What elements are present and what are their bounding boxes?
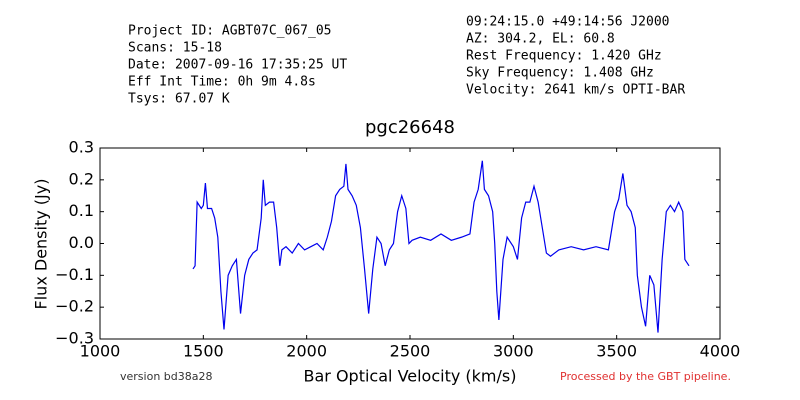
chart-title: pgc26648 <box>365 117 455 138</box>
header-line: Project ID: AGBT07C_067_05 <box>128 24 332 39</box>
y-tick-label: 0.1 <box>69 201 94 220</box>
x-tick-label: 3500 <box>596 342 637 361</box>
y-tick-label: −0.1 <box>55 265 94 284</box>
header-line: Velocity: 2641 km/s OPTI-BAR <box>466 83 685 98</box>
x-tick-label: 3000 <box>493 342 534 361</box>
plot-frame <box>99 147 721 340</box>
header-line: Sky Frequency: 1.408 GHz <box>466 66 654 81</box>
x-tick-label: 1500 <box>183 342 224 361</box>
header-line: Eff Int Time: 0h 9m 4.8s <box>128 75 316 90</box>
y-tick-label: −0.3 <box>55 329 94 348</box>
y-axis-label: Flux Density (Jy) <box>32 179 51 310</box>
header-line: AZ: 304.2, EL: 60.8 <box>466 32 615 47</box>
header-line: Rest Frequency: 1.420 GHz <box>466 49 662 64</box>
x-tick-label: 2000 <box>286 342 327 361</box>
y-tick-label: 0.3 <box>69 138 94 157</box>
header-line: 09:24:15.0 +49:14:56 J2000 <box>466 15 670 30</box>
pipeline-note: Processed by the GBT pipeline. <box>560 370 731 383</box>
header-line: Date: 2007-09-16 17:35:25 UT <box>128 58 347 73</box>
y-tick-label: 0.0 <box>69 233 94 252</box>
y-tick-label: 0.2 <box>69 169 94 188</box>
x-axis-label: Bar Optical Velocity (km/s) <box>304 367 517 386</box>
x-tick-label: 1000 <box>80 342 121 361</box>
x-tick-label: 4000 <box>700 342 741 361</box>
x-tick-label: 2500 <box>390 342 431 361</box>
header-line: Tsys: 67.07 K <box>128 92 230 107</box>
version-note: version bd38a28 <box>120 370 213 383</box>
header-line: Scans: 15-18 <box>128 41 222 56</box>
spectrum-line <box>192 160 690 333</box>
y-tick-label: −0.2 <box>55 297 94 316</box>
